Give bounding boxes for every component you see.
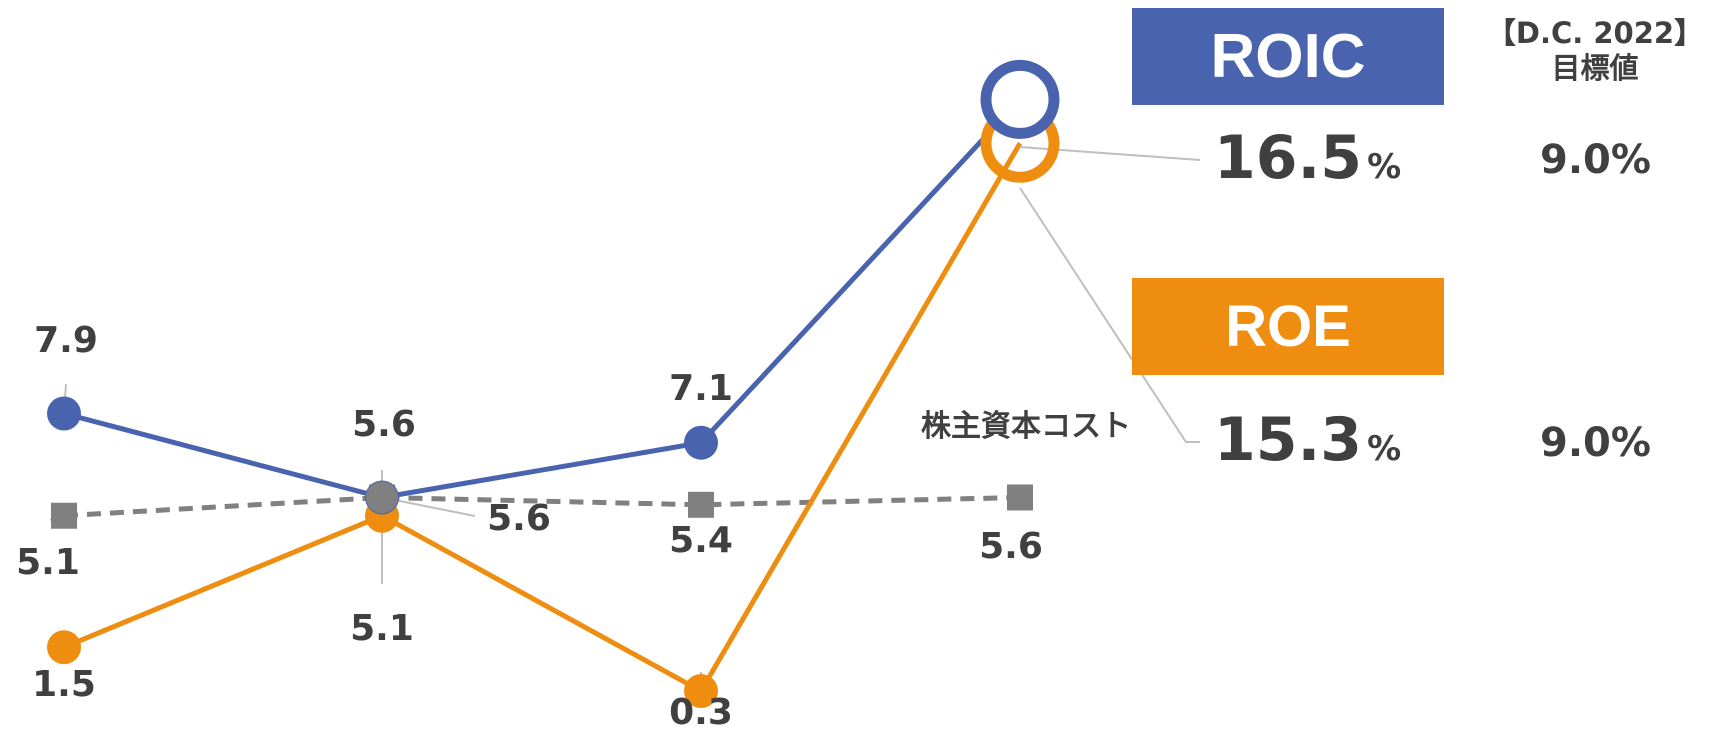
roic-data-label-2: 7.1 <box>669 368 733 409</box>
roe-marker-2 <box>684 674 718 709</box>
cost-marker-overlap-1 <box>366 481 398 514</box>
roic-target: 9.0% <box>1540 137 1651 183</box>
cost-data-label-0: 5.1 <box>16 542 80 583</box>
roic-data-label-1: 5.6 <box>352 404 416 445</box>
series-line-roic <box>63 97 1022 501</box>
roe-value: 15.3 <box>1214 405 1363 475</box>
roic-data-label-0: 7.9 <box>34 320 98 361</box>
roic-badge: ROIC <box>1132 8 1444 105</box>
cost-marker-3 <box>1007 484 1033 511</box>
roe-data-label-2: 0.3 <box>669 692 733 730</box>
target-header-label: 目標値 <box>1551 50 1639 85</box>
roe-marker-0 <box>47 630 81 665</box>
target-header: 【D.C. 2022】 目標値 <box>1480 16 1710 86</box>
cost-data-label-2: 5.4 <box>669 520 733 561</box>
roic-marker-3 <box>980 59 1060 139</box>
roe-badge-label: ROE <box>1225 294 1351 359</box>
roe-target: 9.0% <box>1540 420 1651 466</box>
roe-data-label-0: 1.5 <box>32 664 96 705</box>
leader-roe-3 <box>1019 187 1200 443</box>
roic-value-block: 16.5 % <box>1214 128 1401 188</box>
series-annotation-cost: 株主資本コスト <box>921 409 1131 444</box>
roe-data-label-1: 5.1 <box>350 608 414 649</box>
roe-badge: ROE <box>1132 278 1444 375</box>
target-header-period: 【D.C. 2022】 <box>1486 16 1704 50</box>
roic-badge-label: ROIC <box>1210 22 1366 91</box>
cost-marker-0 <box>51 502 77 529</box>
cost-data-label-1: 5.6 <box>487 498 551 539</box>
cost-marker-2 <box>688 491 714 518</box>
roe-value-block: 15.3 % <box>1214 410 1401 470</box>
cost-data-label-3: 5.6 <box>979 526 1043 567</box>
roic-unit: % <box>1367 147 1402 187</box>
roic-marker-2 <box>684 425 718 460</box>
series-line-roe <box>63 141 1023 695</box>
roic-marker-0 <box>47 396 81 431</box>
roe-unit: % <box>1367 429 1402 469</box>
roic-value: 16.5 <box>1214 123 1363 193</box>
